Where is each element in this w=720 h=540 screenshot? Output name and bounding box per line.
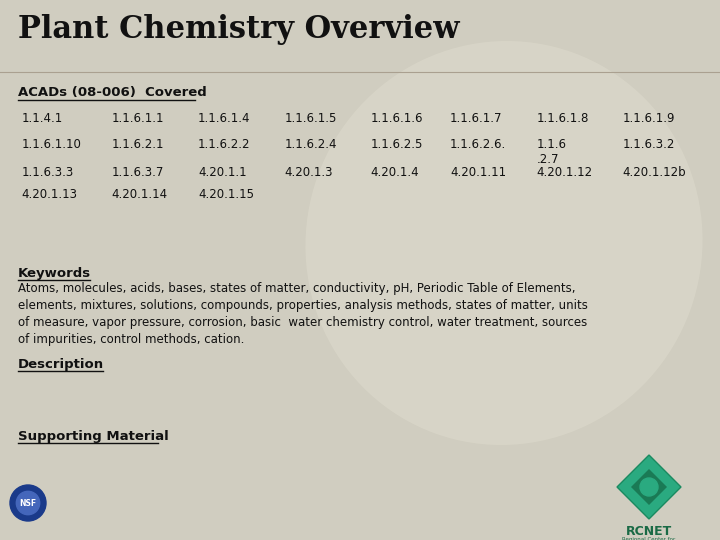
Text: 4.20.1.13: 4.20.1.13	[22, 188, 78, 201]
Text: Description: Description	[18, 358, 104, 371]
Text: 1.1.6.2.6.: 1.1.6.2.6.	[450, 138, 506, 151]
Text: ACADs (08-006)  Covered: ACADs (08-006) Covered	[18, 86, 207, 99]
Text: 4.20.1.3: 4.20.1.3	[284, 166, 333, 179]
Text: Plant Chemistry Overview: Plant Chemistry Overview	[18, 14, 459, 45]
Text: 1.1.6.1.5: 1.1.6.1.5	[284, 112, 337, 125]
Text: Atoms, molecules, acids, bases, states of matter, conductivity, pH, Periodic Tab: Atoms, molecules, acids, bases, states o…	[18, 282, 588, 346]
Circle shape	[10, 485, 46, 521]
Text: 4.20.1.4: 4.20.1.4	[371, 166, 420, 179]
Text: 1.1.6.1.4: 1.1.6.1.4	[198, 112, 251, 125]
Polygon shape	[617, 455, 681, 519]
Text: Keywords: Keywords	[18, 267, 91, 280]
Text: 4.20.1.15: 4.20.1.15	[198, 188, 254, 201]
Circle shape	[17, 491, 40, 515]
Text: 1.1.6.1.10: 1.1.6.1.10	[22, 138, 81, 151]
Text: 1.1.4.1: 1.1.4.1	[22, 112, 63, 125]
Text: 1.1.6
.2.7: 1.1.6 .2.7	[536, 138, 567, 166]
Text: 1.1.6.2.5: 1.1.6.2.5	[371, 138, 423, 151]
Circle shape	[640, 478, 658, 496]
Text: RCNET: RCNET	[626, 525, 672, 538]
Text: Regional Center for
Nuclear Education & Training: Regional Center for Nuclear Education & …	[609, 537, 689, 540]
Ellipse shape	[305, 41, 703, 445]
Text: 1.1.6.2.2: 1.1.6.2.2	[198, 138, 251, 151]
Text: 1.1.6.1.6: 1.1.6.1.6	[371, 112, 423, 125]
Text: 1.1.6.1.8: 1.1.6.1.8	[536, 112, 589, 125]
Text: 4.20.1.11: 4.20.1.11	[450, 166, 506, 179]
Text: 4.20.1.1: 4.20.1.1	[198, 166, 247, 179]
Text: 4.20.1.14: 4.20.1.14	[112, 188, 168, 201]
Text: 1.1.6.1.9: 1.1.6.1.9	[623, 112, 675, 125]
Text: 1.1.6.2.1: 1.1.6.2.1	[112, 138, 164, 151]
Text: 1.1.6.3.3: 1.1.6.3.3	[22, 166, 74, 179]
Text: 4.20.1.12: 4.20.1.12	[536, 166, 593, 179]
Text: 1.1.6.1.1: 1.1.6.1.1	[112, 112, 164, 125]
Text: 1.1.6.3.7: 1.1.6.3.7	[112, 166, 164, 179]
Text: 1.1.6.2.4: 1.1.6.2.4	[284, 138, 337, 151]
Text: Supporting Material: Supporting Material	[18, 430, 168, 443]
Text: 4.20.1.12b: 4.20.1.12b	[623, 166, 686, 179]
Text: 1.1.6.1.7: 1.1.6.1.7	[450, 112, 503, 125]
Text: NSF: NSF	[19, 498, 37, 508]
Text: 1.1.6.3.2: 1.1.6.3.2	[623, 138, 675, 151]
Polygon shape	[631, 469, 667, 505]
